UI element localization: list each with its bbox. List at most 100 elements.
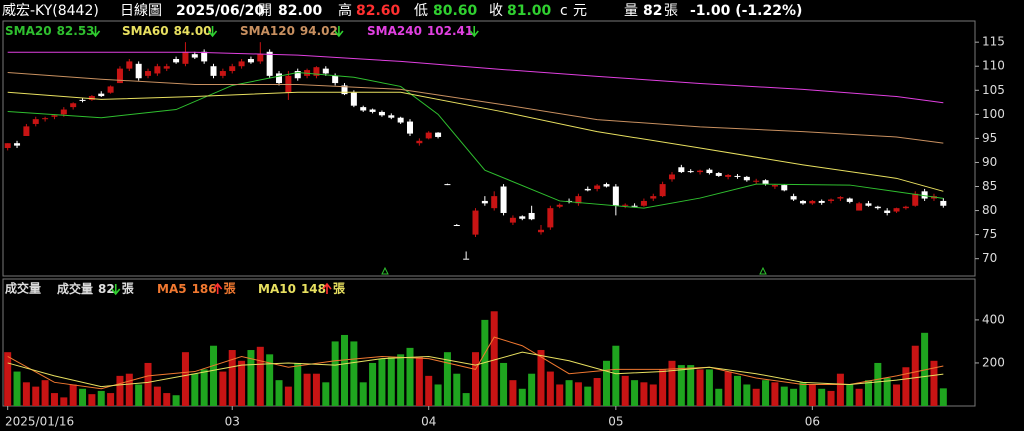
volume-bar [500, 362, 508, 406]
candle-body [640, 200, 647, 206]
volume-bar [921, 332, 929, 406]
moving-average-line [7, 51, 944, 104]
volume-bar [593, 378, 601, 406]
candle-body [715, 173, 722, 176]
volume-bar [443, 352, 451, 406]
volume-bar [144, 362, 152, 406]
volume-bar [4, 352, 12, 406]
candle-body [912, 193, 919, 206]
candle-body [884, 210, 891, 213]
volume-bar [537, 350, 545, 406]
legend-value: 82.53 [57, 24, 95, 38]
volume-bar [228, 350, 236, 406]
volume-bar [210, 345, 218, 406]
volume-bar [602, 360, 610, 406]
volume-bar [69, 384, 77, 406]
volume-bar [434, 384, 442, 406]
candle-body [416, 140, 423, 144]
candle-body [14, 143, 21, 146]
y-tick-label: 110 [982, 59, 1005, 73]
candle-body [491, 196, 498, 209]
moving-average-line [7, 351, 944, 388]
volume-bar [780, 386, 788, 406]
volume-bar [846, 384, 854, 406]
moving-average-line [7, 71, 944, 209]
candle-body [360, 107, 367, 111]
candle-body [463, 258, 470, 260]
candle-body [219, 71, 226, 76]
x-tick-label: 03 [225, 415, 240, 429]
volume-bar [125, 373, 133, 406]
volume-bar [453, 373, 461, 406]
volume-bar [612, 345, 620, 406]
candle-body [697, 170, 704, 173]
legend-value: 82 [98, 282, 115, 296]
volume-bar [200, 369, 208, 406]
candle-body [753, 180, 760, 182]
volume-bar [22, 382, 30, 406]
legend-name: SMA240 [367, 24, 422, 38]
volume-bar [415, 356, 423, 406]
legend-value: 148 [301, 282, 326, 296]
legend-entry: MA10 148 [258, 282, 326, 296]
trend-arrow [207, 26, 218, 38]
volume-bar [883, 378, 891, 406]
volume-bar [902, 367, 910, 406]
signal-marker [381, 266, 389, 275]
volume-bar [930, 360, 938, 406]
candle-body [201, 51, 208, 62]
volume-bar [743, 384, 751, 406]
legend-value: 102.41 [427, 24, 473, 38]
candle-body [809, 200, 816, 204]
candle-body [865, 203, 872, 206]
volume-bar [153, 386, 161, 406]
volume-bar [32, 386, 40, 406]
candle-body [42, 118, 49, 120]
volume-bar [621, 375, 629, 406]
candle-body [210, 66, 217, 76]
candle-body [500, 186, 507, 213]
candle-body [837, 197, 844, 199]
candle-body [182, 51, 189, 64]
volume-bar [425, 375, 433, 406]
candle-body [902, 206, 909, 209]
y-tick-label: 400 [982, 312, 1005, 326]
candle-body [603, 184, 610, 187]
volume-bar [808, 384, 816, 406]
close: 81.00 [507, 3, 552, 19]
volume-label: 量 [624, 3, 638, 19]
volume-bar [574, 382, 582, 406]
moving-average-line [7, 71, 944, 144]
candle-body [107, 86, 114, 93]
trend-arrow [334, 26, 344, 38]
candle-body [594, 185, 601, 189]
candle-body [163, 66, 170, 69]
legend-entry: MA5 186 [157, 282, 217, 296]
candle-body [921, 191, 928, 199]
candle-body [126, 61, 133, 69]
candle-body [678, 167, 685, 173]
legend-entry: SMA240 102.41 [367, 24, 473, 38]
candle-body [444, 184, 451, 186]
volume-bar [771, 382, 779, 406]
period: 日線圖 [120, 3, 162, 19]
volume-bar [724, 371, 732, 406]
candle-body [407, 121, 414, 134]
volume-bar [827, 390, 835, 406]
volume-bar [303, 373, 311, 406]
legend-name: SMA20 [5, 24, 52, 38]
legend-unit: 張 [333, 282, 346, 296]
volume-bar [855, 388, 863, 406]
volume-bar [556, 384, 564, 406]
candle-body [734, 175, 741, 177]
close-label: 收 [489, 3, 503, 19]
trend-arrow [90, 26, 101, 38]
candle-body [322, 68, 329, 74]
volume-bar [715, 388, 723, 406]
candle-body [388, 115, 395, 118]
y-tick-label: 200 [982, 355, 1005, 369]
candle-body [828, 199, 835, 201]
candle-body [799, 200, 806, 204]
legend-name: SMA60 [122, 24, 169, 38]
volume-bar [631, 380, 639, 406]
